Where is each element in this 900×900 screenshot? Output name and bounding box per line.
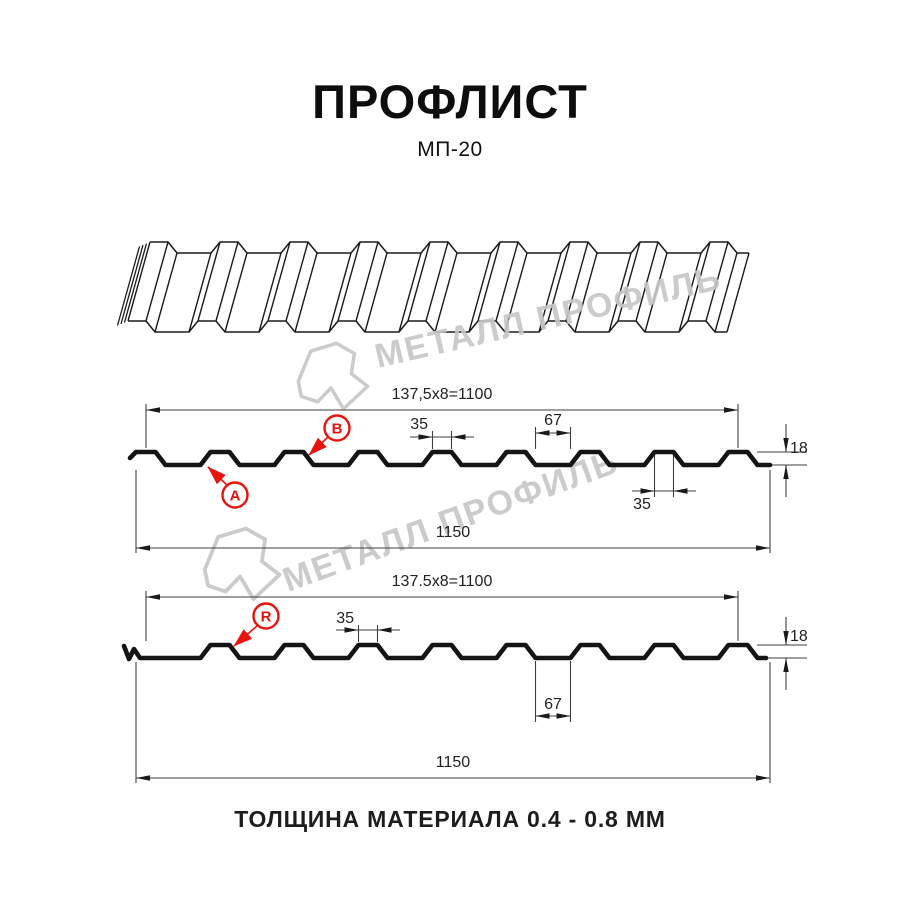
dim-rib-bottom-width: 35 [633, 496, 651, 513]
callout-A: A [207, 466, 249, 509]
brand-logo-icon [202, 526, 282, 601]
callout-B: B [308, 414, 351, 456]
callout-R: R [233, 602, 280, 647]
title-block: ПРОФЛИСТ МП-20 [0, 74, 900, 162]
dim-valley-width-2: 67 [544, 696, 562, 713]
cross-section-bottom [121, 591, 807, 783]
dim-overall-width: 1150 [436, 524, 471, 541]
dim-pitch-top: 137,5x8=1100 [392, 386, 493, 403]
page-title: ПРОФЛИСТ [312, 75, 588, 128]
callout-A-label: A [230, 488, 241, 505]
dim-height: 18 [790, 440, 808, 457]
dim-valley-width: 67 [544, 412, 562, 429]
dim-overall-width-2: 1150 [436, 754, 471, 771]
callout-B-label: B [332, 421, 343, 438]
dim-rib-top-width: 35 [410, 416, 428, 433]
dim-height-2: 18 [790, 628, 808, 645]
dim-pitch-bottom: 137.5x8=1100 [392, 573, 493, 590]
callout-R-label: R [261, 609, 272, 626]
material-thickness-note: ТОЛЩИНА МАТЕРИАЛА 0.4 - 0.8 ММ [234, 806, 666, 832]
dim-rib-top-width-2: 35 [336, 610, 354, 627]
sheet-3d-view [116, 241, 750, 333]
page-subtitle: МП-20 [417, 138, 483, 161]
brand-logo-icon [296, 341, 370, 411]
cross-section-top [127, 404, 807, 553]
